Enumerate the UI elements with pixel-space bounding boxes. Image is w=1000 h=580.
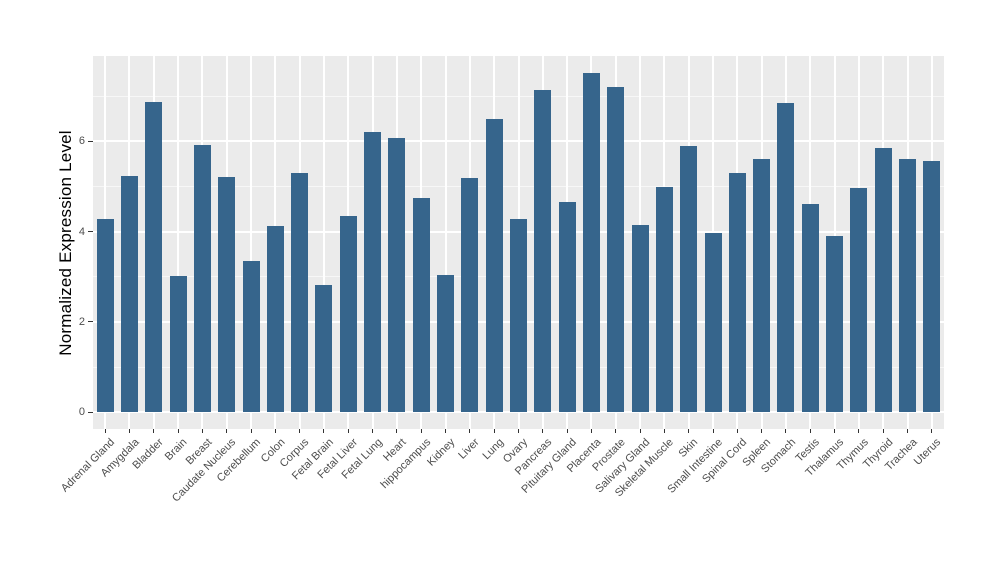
- bar: [364, 131, 382, 413]
- x-tick-mark: [372, 429, 374, 433]
- x-tick-mark: [104, 429, 106, 433]
- bar: [534, 89, 552, 413]
- x-tick-mark: [834, 429, 836, 433]
- bar: [923, 161, 941, 413]
- x-tick-mark: [809, 429, 811, 433]
- x-tick-mark: [712, 429, 714, 433]
- x-tick-mark: [931, 429, 933, 433]
- bar: [437, 274, 455, 413]
- y-tick-label: 2: [78, 315, 85, 328]
- bar: [461, 178, 479, 413]
- x-tick-mark: [542, 429, 544, 433]
- bar: [899, 159, 917, 413]
- bar: [193, 145, 211, 413]
- x-tick-mark: [493, 429, 495, 433]
- vertical-gridline: [250, 56, 253, 429]
- x-tick-mark: [420, 429, 422, 433]
- bar: [728, 172, 746, 413]
- x-tick-mark: [128, 429, 130, 433]
- x-tick-mark: [785, 429, 787, 433]
- bar: [826, 236, 844, 413]
- bar: [582, 73, 600, 413]
- x-tick-mark: [566, 429, 568, 433]
- bar: [850, 187, 868, 413]
- x-tick-mark: [518, 429, 519, 433]
- x-tick-mark: [274, 429, 276, 433]
- bar: [607, 86, 625, 413]
- x-tick-mark: [201, 429, 203, 433]
- bar: [242, 260, 260, 413]
- x-tick-mark: [907, 429, 909, 433]
- x-tick-mark: [299, 429, 301, 433]
- x-tick-mark: [445, 429, 447, 433]
- x-tick-mark: [250, 429, 252, 433]
- x-tick-label: Liver: [456, 436, 482, 462]
- x-tick-mark: [858, 429, 860, 433]
- bar: [96, 219, 114, 413]
- y-tick-label: 0: [78, 406, 85, 419]
- x-tick-mark: [347, 429, 349, 433]
- y-tick-mark: [88, 231, 93, 233]
- vertical-gridline: [322, 56, 325, 429]
- bar: [485, 119, 503, 413]
- x-tick-mark: [226, 429, 228, 433]
- bar: [777, 102, 795, 413]
- x-tick-mark: [177, 429, 179, 433]
- bar: [874, 147, 892, 413]
- x-tick-mark: [590, 429, 592, 433]
- vertical-gridline: [177, 56, 180, 429]
- bar: [291, 172, 309, 413]
- bar: [412, 198, 430, 413]
- y-tick-mark: [88, 140, 93, 142]
- bar: [169, 275, 187, 413]
- x-tick-mark: [615, 429, 617, 433]
- bar: [680, 145, 698, 413]
- x-tick-mark: [153, 429, 155, 433]
- bar: [388, 138, 406, 413]
- bar: [801, 203, 819, 413]
- bar: [145, 102, 163, 413]
- vertical-gridline: [444, 56, 447, 429]
- bar: [753, 159, 771, 413]
- bar: [315, 284, 333, 413]
- x-tick-mark: [688, 429, 690, 433]
- plot-panel: [93, 56, 944, 429]
- x-tick-mark: [761, 429, 763, 433]
- x-tick-mark: [469, 429, 471, 433]
- y-tick-mark: [88, 411, 93, 413]
- x-tick-mark: [639, 429, 641, 433]
- y-tick-label: 4: [78, 225, 85, 238]
- bar: [266, 226, 284, 413]
- bar: [120, 175, 138, 413]
- x-tick-mark: [736, 429, 738, 433]
- bar: [510, 219, 527, 413]
- x-tick-mark: [663, 429, 665, 433]
- y-tick-label: 6: [78, 135, 85, 148]
- y-tick-mark: [88, 321, 93, 323]
- bar: [558, 202, 576, 413]
- bar: [704, 233, 722, 413]
- x-tick-mark: [323, 429, 325, 433]
- bar: [218, 177, 236, 413]
- bar: [631, 224, 649, 413]
- bar: [655, 186, 673, 413]
- x-tick-mark: [396, 429, 398, 433]
- x-tick-mark: [882, 429, 884, 433]
- bar: [339, 216, 357, 413]
